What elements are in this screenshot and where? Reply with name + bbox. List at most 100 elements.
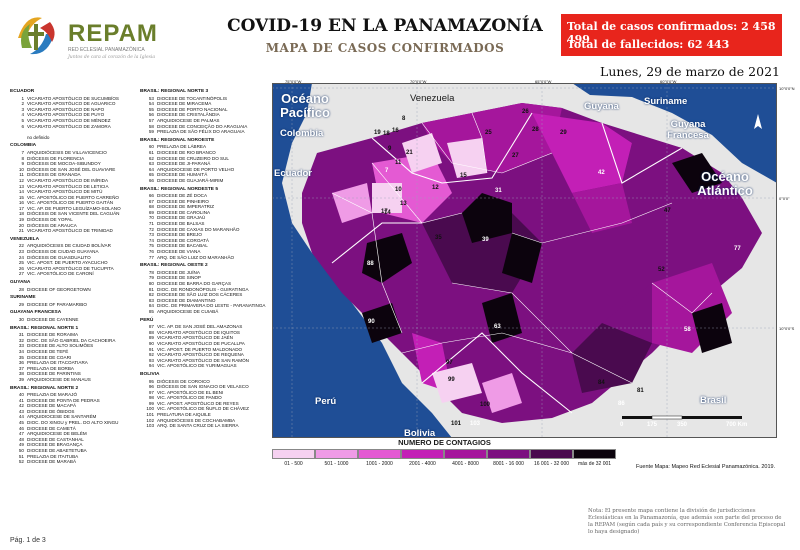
jurisdiction-item: 32 DIOC. DE SÃO GABRIEL DA CACHOEIRA (10, 338, 140, 344)
jurisdiction-item: 89 VICARIATO APOSTÓLICO DE JAÉN (140, 335, 272, 341)
jurisdiction-item: 65 DIOCESE DE HUMAITÁ (140, 172, 272, 178)
jurisdiction-item: 27 VIC. APOSTÓLICO DE CARONÍ (10, 271, 140, 277)
jurisdiction-item: 79 DIOCESE DE SINOP (140, 275, 272, 281)
jurisdiction-item: 38 DIOCESE DE PARINTINS (10, 371, 140, 377)
jurisdiction-label-21: 21 (406, 150, 413, 156)
jurisdiction-number: 93 (148, 357, 154, 363)
jurisdiction-name: ARQUIDIÓCESIS DE COCHABAMBA (157, 417, 236, 423)
jurisdiction-name: DIOCESE DE ZÉ DOCA (157, 193, 208, 199)
jurisdiction-item: 101 PRELATURA DE AIQUILE (140, 412, 272, 418)
north-arrow-icon (754, 114, 762, 129)
label-bolivia: Bolivia (404, 428, 436, 439)
label-pacific-ocean: Océano Pacífico (280, 91, 330, 120)
jurisdiction-item: 98 VIC. APOSTÓLICO DE PANDO (140, 395, 272, 401)
jurisdiction-item: 62 DIOCESE DE CRUZEIRO DO SUL (140, 156, 272, 162)
jurisdiction-name: DIOCESE DE COROATÁ (157, 237, 209, 243)
jurisdiction-item: 31 DIOCESE DE RORAIMA (10, 332, 140, 338)
jurisdiction-item: 12 VICARIATO APOSTÓLICO DE INÍRIDA (10, 178, 140, 184)
jurisdiction-item: 99 VIC. APOST. APOSTÓLICO DE REYES (140, 401, 272, 407)
jurisdiction-number: 54 (148, 101, 154, 107)
jurisdiction-name: VIC. APOSTÓLICO DE PUERTO CARREÑO (27, 194, 119, 200)
report-date: Lunes, 29 de marzo de 2021 (600, 64, 780, 79)
jurisdiction-label-101: 101 (451, 421, 462, 427)
dove-cross-icon (10, 10, 62, 62)
jurisdiction-number: 4 (21, 112, 24, 118)
jurisdiction-item: 58 DIOCESE DE CONCEIÇÃO DO ARAGUAIA (140, 124, 272, 130)
jurisdiction-item: 1 VICARIATO APOSTÓLICO DE SUCUMBÍOS (10, 96, 140, 102)
jurisdiction-name: DIOCESE DE SINOP (157, 275, 201, 281)
jurisdiction-name: DIÓCESIS DE GUASDUALITO (27, 254, 91, 260)
jurisdiction-label-18: 18 (383, 131, 390, 137)
jurisdiction-number: 67 (148, 198, 154, 204)
jurisdiction-label-14: 14 (384, 210, 391, 216)
graticule (272, 83, 777, 438)
jurisdiction-label-8: 8 (402, 116, 406, 122)
jurisdiction-name: DIOCESE DE CRISTALÂNDIA (157, 112, 220, 118)
jurisdiction-item: 76 DIOCESE DE VIANA (140, 249, 272, 255)
jurisdiction-name: DIOCESE DE BREJO (157, 232, 202, 238)
jurisdiction-item: 43 DIOCESE DE ÓBIDOS (10, 409, 140, 415)
jurisdiction-name: VICARIATO APOSTÓLICO DE REQUENA (157, 352, 244, 358)
jurisdiction-name: DIÓCESIS DE COROICO (157, 378, 210, 384)
jurisdiction-name: VICARIATO APOSTÓLICO DE AGUARICO (27, 101, 116, 107)
jurisdiction-item: 18 DIÓCESIS DE SAN VICENTE DEL CAGUÁN (10, 211, 140, 217)
jurisdiction-name: VICARIATO APOSTÓLICO DE LETICIA (27, 183, 109, 189)
jurisdiction-item: 15 VIC. APOSTÓLICO DE PUERTO CARREÑO (10, 195, 140, 201)
choropleth-map[interactable] (272, 83, 777, 438)
jurisdiction-item: 73 DIOCESE DE BREJO (140, 232, 272, 238)
jurisdiction-item: 52 DIOCESE DE MARABÁ (10, 459, 140, 465)
list-heading: BOLIVIA (140, 371, 160, 377)
label-guyana: Guyana (584, 101, 619, 112)
list-heading: VENEZUELA (10, 236, 40, 242)
jurisdiction-item: 7 ARQUIDIÓCESIS DE VILLAVICENCIO (10, 150, 140, 156)
legend-label: 8001 - 16 000 (493, 461, 524, 467)
jurisdiction-number: 12 (18, 177, 24, 183)
legend-label: más de 32 001 (577, 461, 612, 467)
jurisdiction-item: 21 VICARIATO APOSTÓLICO DE TRINIDAD (10, 228, 140, 234)
legend-swatch (401, 449, 444, 459)
jurisdiction-number: 18 (18, 211, 24, 217)
repam-logo: REPAM RED ECLESIAL PANAMAZÓNICA Juntos d… (8, 6, 198, 66)
jurisdiction-number: 26 (18, 265, 24, 271)
jurisdiction-label-81: 81 (637, 388, 644, 394)
jurisdiction-item: 66 DIOCESE DE ZÉ DOCA (140, 193, 272, 199)
jurisdiction-number: 53 (148, 95, 154, 101)
logo-tagline: Juntos de cara al corazón de la Iglesia (68, 55, 156, 60)
page-title: COVID-19 EN LA PANAMAZONÍA (227, 16, 543, 36)
jurisdiction-number: 61 (148, 149, 154, 155)
jurisdiction-number: 23 (18, 249, 24, 255)
legend-swatch (315, 449, 358, 459)
jurisdiction-item: 49 DIOCESE DE BRAGANÇA (10, 442, 140, 448)
jurisdiction-label-90: 90 (368, 319, 375, 325)
jurisdiction-name: DIOCESE DE COARI (27, 354, 72, 360)
jurisdiction-name: ARQUIDIOCESE DE MANAUS (27, 376, 91, 382)
list-heading: BRASIL: REGIONAL NORTE 2 (10, 385, 79, 391)
jurisdiction-item: 82 DIOCESE DE SÃO LUIZ DOS CÁCERES (140, 292, 272, 298)
jurisdiction-number: 36 (18, 360, 24, 366)
jurisdiction-number: 17 (18, 205, 24, 211)
jurisdiction-name: DIÓCESIS DE ARAUCA (27, 222, 77, 228)
jurisdiction-item: 78 DIOCESE DE JUÍNA (140, 270, 272, 276)
jurisdiction-number: 78 (148, 269, 154, 275)
jurisdiction-label-26: 26 (522, 109, 529, 115)
list-heading: BRASIL: REGIONAL NORTE 1 (10, 325, 79, 331)
scale-bar (622, 415, 742, 420)
jurisdiction-label-84: 84 (598, 380, 605, 386)
jurisdiction-name: ARQUIDIOCESE DE PALMAS (157, 117, 220, 123)
jurisdiction-number: 90 (148, 340, 154, 346)
jurisdiction-item: 92 VICARIATO APOSTÓLICO DE REQUENA (140, 352, 272, 358)
jurisdiction-name: PRELAZIA DE ITACOATIARA (27, 360, 88, 366)
jurisdiction-number: 58 (148, 123, 154, 129)
jurisdiction-number: 59 (148, 129, 154, 135)
jurisdiction-label-10: 10 (395, 187, 402, 193)
jurisdiction-item: 17 VIC. AP. DE PUERTO LEGUÍZAMO-SOLANO (10, 206, 140, 212)
jurisdiction-name: DIOCESE DE PONTA DE PEDRAS (27, 397, 100, 403)
jurisdiction-number: 39 (18, 376, 24, 382)
jurisdiction-label-31: 31 (495, 188, 502, 194)
jurisdiction-number: 48 (18, 436, 24, 442)
jurisdiction-number: 41 (18, 397, 24, 403)
jurisdiction-name: PRELAZIA DE SÃO FÉLIX DO ARAGUAIA (157, 129, 245, 135)
jurisdiction-name: DIOCESE DE DIAMANTINO (157, 297, 216, 303)
jurisdiction-number: 57 (148, 117, 154, 123)
legend-label: 501 - 1000 (324, 461, 349, 467)
